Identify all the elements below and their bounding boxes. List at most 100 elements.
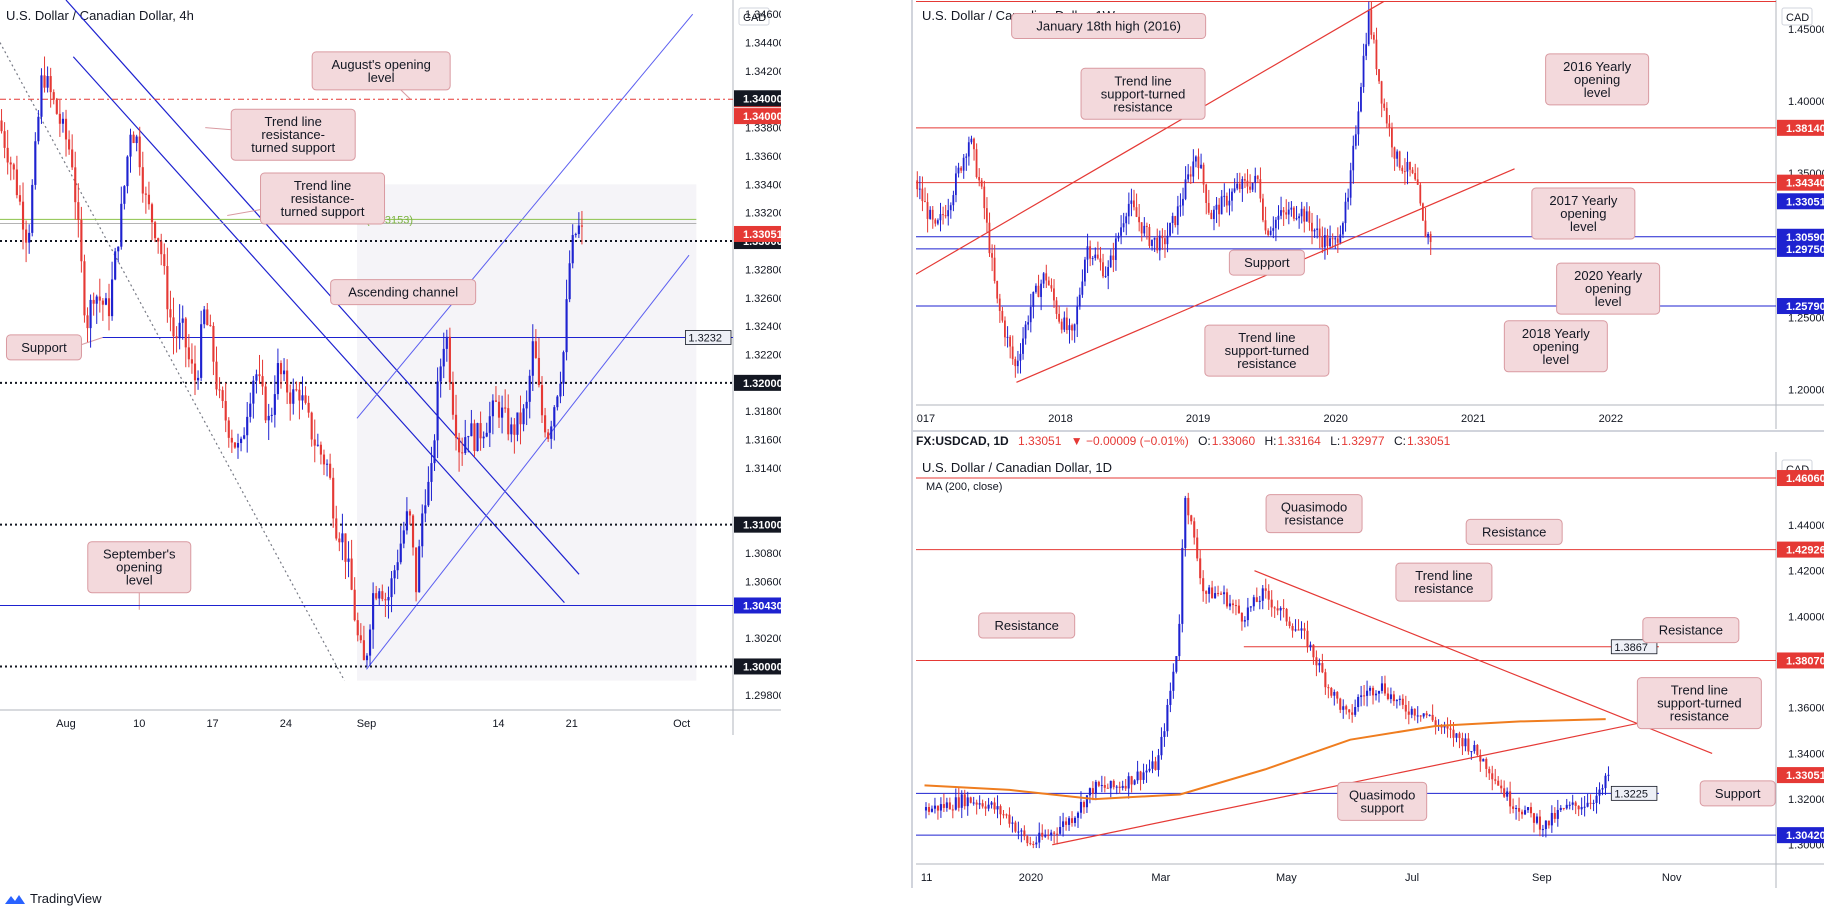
candle-body: [960, 794, 963, 808]
annotation-text: resistance: [1414, 581, 1473, 596]
candle-body: [1024, 324, 1027, 339]
annotation-text: level: [126, 573, 153, 588]
trend-line: [1254, 570, 1713, 754]
candle-body: [1429, 233, 1432, 243]
candle-body: [988, 222, 991, 254]
candle-body: [1538, 816, 1541, 830]
annotation-text: resistance: [1113, 99, 1172, 114]
candle-body: [1354, 134, 1357, 146]
candle-body: [1228, 603, 1232, 607]
candle-body: [322, 454, 326, 465]
candle-body: [132, 134, 135, 144]
candle-body: [261, 376, 264, 387]
candle-body: [1127, 776, 1130, 789]
annotation-text: resistance: [1284, 513, 1343, 528]
y-tick-label: 1.31800: [745, 406, 781, 418]
candle-body: [962, 157, 965, 171]
candle-body: [1133, 780, 1136, 785]
candle-body: [209, 325, 212, 327]
currency-label: CAD: [743, 12, 766, 24]
candle-body: [947, 210, 950, 217]
candle-body: [1428, 714, 1431, 716]
chart-daily[interactable]: U.S. Dollar / Canadian Dollar, 1D MA (200…: [916, 452, 1824, 888]
price-value: 1.33051: [1018, 434, 1062, 448]
annotation-box: [87, 541, 192, 594]
candle-body: [945, 802, 948, 808]
candle-body: [1401, 698, 1404, 705]
candle-body: [1243, 179, 1246, 181]
open-label: O:: [1198, 434, 1211, 448]
candle-body: [996, 280, 999, 299]
annotation-text: support-turned: [1101, 86, 1186, 101]
annotation-box: [311, 51, 451, 91]
candle-body: [1011, 822, 1014, 824]
candle-body: [1434, 720, 1437, 726]
candle-body: [1082, 801, 1085, 808]
candle-body: [473, 423, 476, 451]
candle-body: [936, 220, 939, 224]
candle-body: [1369, 687, 1372, 691]
candle-body: [1291, 625, 1294, 631]
price-tag: [734, 597, 781, 614]
candle-body: [1279, 607, 1282, 611]
chart-background: [916, 0, 1824, 429]
trend-line: [916, 0, 1385, 275]
annotation-text: opening: [1533, 339, 1579, 354]
chart-4h[interactable]: U.S. Dollar / Canadian Dollar, 4h CAD 1.29…: [0, 0, 781, 735]
candle-body: [52, 92, 55, 100]
annotation-text: opening: [1574, 72, 1620, 87]
tradingview-logo-icon: [5, 895, 25, 904]
candle-body: [1311, 222, 1313, 232]
candle-body: [1234, 605, 1237, 607]
annotation-box: [5, 334, 82, 361]
level-box: [685, 330, 732, 345]
candle-body: [1374, 693, 1378, 696]
candle-body: [1258, 600, 1261, 602]
current-price-label: 1.34000: [743, 93, 781, 105]
candle-body: [71, 149, 74, 168]
candle-body: [1163, 731, 1166, 737]
candle-body: [252, 380, 255, 404]
chart-panel-daily[interactable]: U.S. Dollar / Canadian Dollar, 1D MA (200…: [916, 452, 1824, 888]
annotation-text: Trend line: [1415, 568, 1472, 583]
chart-panel-4h[interactable]: U.S. Dollar / Canadian Dollar, 4h CAD 1.29…: [0, 0, 781, 735]
candle-body: [163, 254, 166, 267]
chart-panel-weekly[interactable]: U.S. Dollar / Canadian Dollar, 1WCAD1.45…: [916, 0, 1824, 429]
candle-body: [565, 299, 568, 353]
candle-body: [1005, 814, 1008, 816]
x-tick-label: Sep: [357, 718, 377, 730]
level-box: [1610, 639, 1658, 655]
candle-body: [944, 215, 947, 217]
candle-body: [218, 389, 221, 391]
candle-body: [126, 156, 129, 187]
candle-body: [1103, 785, 1106, 788]
candle-body: [1395, 699, 1398, 702]
candle-body: [1324, 672, 1327, 688]
candle-body: [975, 802, 978, 805]
price-tag-label: 1.34340: [1786, 178, 1824, 190]
candle-body: [1220, 593, 1223, 595]
candle-body: [1363, 695, 1366, 697]
candle-body: [1086, 246, 1089, 260]
candle-body: [1264, 220, 1267, 231]
candle-body: [1174, 216, 1177, 226]
candle-body: [1107, 267, 1110, 276]
candle-body: [313, 439, 316, 446]
candle-body: [577, 225, 580, 235]
high-label: H:: [1264, 434, 1277, 448]
candle-body: [270, 414, 273, 416]
candle-body: [1509, 791, 1512, 807]
price-tag: [734, 374, 781, 391]
candle-body: [1040, 283, 1042, 297]
candle-body: [390, 578, 393, 598]
candle-body: [1370, 9, 1373, 35]
price-tag-label: 1.25790: [1786, 301, 1824, 313]
candle-body: [999, 806, 1002, 815]
chart-weekly[interactable]: U.S. Dollar / Canadian Dollar, 1WCAD1.45…: [916, 0, 1824, 429]
candle-body: [405, 511, 408, 531]
annotation-text: Quasimodo: [1281, 500, 1347, 515]
